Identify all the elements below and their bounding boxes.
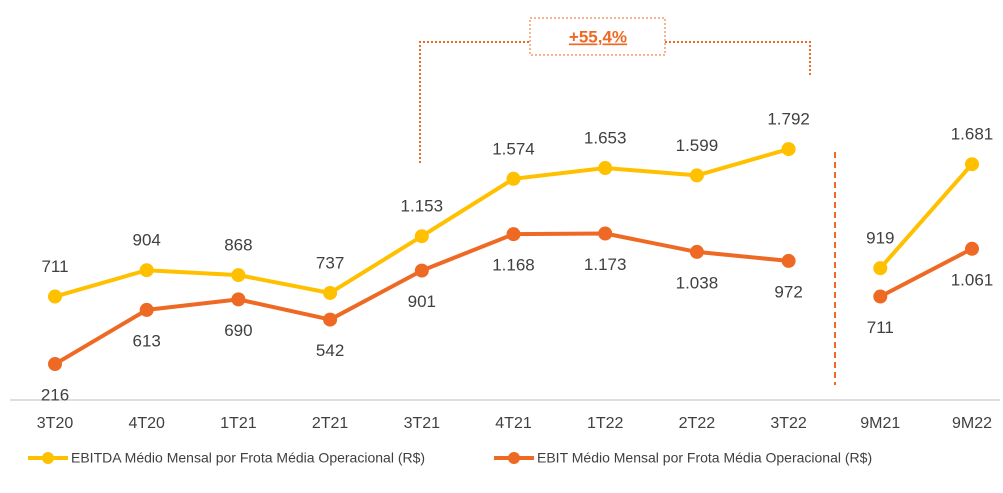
x-tick-label: 4T21 xyxy=(495,415,532,432)
series-line xyxy=(878,162,974,270)
point xyxy=(506,227,521,242)
data-label: 216 xyxy=(41,386,69,405)
data-label: 1.653 xyxy=(584,129,627,148)
point xyxy=(506,171,521,186)
x-tick-label: 2T22 xyxy=(679,415,716,432)
series-line xyxy=(879,247,973,299)
point xyxy=(323,285,338,300)
legend-marker xyxy=(508,452,520,464)
annotation-box xyxy=(529,17,666,56)
point xyxy=(231,292,246,307)
point xyxy=(48,357,62,372)
point xyxy=(965,241,979,256)
data-label: 1.038 xyxy=(676,273,719,292)
data-label: 904 xyxy=(133,231,161,250)
point xyxy=(781,142,796,157)
bracket xyxy=(665,41,811,75)
data-label: 1.599 xyxy=(676,136,719,155)
point xyxy=(689,168,704,183)
point xyxy=(323,312,338,327)
legend-label: EBIT Médio Mensal por Frota Média Operac… xyxy=(537,450,872,466)
point xyxy=(48,289,62,304)
x-tick-label: 9M21 xyxy=(860,415,900,432)
point xyxy=(231,268,246,283)
point xyxy=(414,229,429,244)
point xyxy=(598,226,613,241)
point xyxy=(139,302,154,317)
data-label: 1.173 xyxy=(584,255,627,274)
x-tick-label: 2T21 xyxy=(312,415,349,432)
point xyxy=(781,253,796,268)
data-label: 972 xyxy=(774,282,802,301)
data-label: 868 xyxy=(224,236,252,255)
bracket xyxy=(419,41,530,163)
data-label: 901 xyxy=(408,292,436,311)
x-tick-label: 1T21 xyxy=(220,415,257,432)
data-label: 919 xyxy=(866,229,894,248)
data-label: 737 xyxy=(316,253,344,272)
data-label: 1.792 xyxy=(767,110,810,129)
x-tick-label: 1T22 xyxy=(587,415,624,432)
point xyxy=(598,161,613,176)
point xyxy=(139,263,154,278)
data-label: 1.681 xyxy=(951,125,994,144)
point xyxy=(414,263,429,278)
data-label: 690 xyxy=(224,321,252,340)
data-label: 711 xyxy=(41,257,68,276)
data-label: 1.153 xyxy=(401,197,444,216)
point xyxy=(873,289,888,304)
x-tick-label: 9M22 xyxy=(952,415,992,432)
legend-marker xyxy=(42,452,54,464)
annotation: +55,4% xyxy=(569,27,627,46)
legend-label: EBITDA Médio Mensal por Frota Média Oper… xyxy=(71,450,425,466)
data-label: 711 xyxy=(867,318,894,337)
point xyxy=(873,261,888,276)
x-tick-label: 4T20 xyxy=(128,415,165,432)
data-label: 613 xyxy=(133,331,161,350)
data-label: 1.061 xyxy=(951,270,994,289)
x-tick-label: 3T22 xyxy=(770,415,807,432)
x-tick-label: 3T21 xyxy=(404,415,441,432)
point xyxy=(689,244,704,259)
data-label: 1.574 xyxy=(492,139,535,158)
x-tick-label: 3T20 xyxy=(37,415,74,432)
point xyxy=(965,157,979,172)
data-label: 542 xyxy=(316,341,344,360)
data-label: 1.168 xyxy=(492,256,535,275)
